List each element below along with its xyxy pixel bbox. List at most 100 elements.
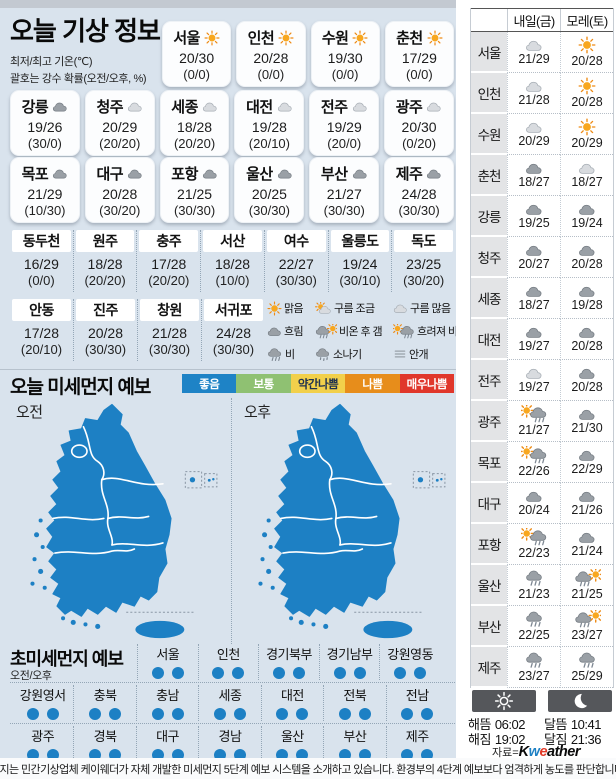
rain-probability: (30/10) <box>339 273 381 288</box>
cloud-dark-icon <box>525 489 543 503</box>
ultrafine-region: 경기북부 <box>258 644 319 680</box>
tomorrow-cell: 23/27 <box>507 647 560 688</box>
temp-range: 21/25 <box>571 587 603 601</box>
weather-cards-row-3: 목포 21/29 (10/30) 대구 20/28 (30/20) 포항 21/… <box>10 157 454 223</box>
forecast-row: 전주 19/27 20/28 <box>471 360 613 401</box>
city-name: 춘천 <box>471 155 507 196</box>
city-cell: 서산 18/28 (10/0) <box>201 230 265 292</box>
moon-bar <box>548 690 612 712</box>
weather-card: 청주 20/29 (20/20) <box>84 90 155 156</box>
city-cell: 동두천 16/29 (0/0) <box>10 230 74 292</box>
city-cell: 원주 18/28 (20/20) <box>74 230 138 292</box>
kweather-logo: Kweather <box>518 744 581 760</box>
am-pm-dots <box>137 708 198 720</box>
weather-card: 서울 20/30 (0/0) <box>162 21 232 87</box>
cloud-dark-icon <box>52 165 68 182</box>
forecast-table-header: 내일(금) 모레(토) <box>471 8 613 32</box>
sun-bar <box>472 690 536 712</box>
city-name: 충주 <box>139 230 199 252</box>
footer-note: 본지는 민간기상업체 케이웨더가 자체 개발한 미세먼지 5단계 예보 시스템을… <box>0 758 616 779</box>
temp-range: 20/28 <box>571 54 603 68</box>
city-name: 청주 <box>471 237 507 278</box>
temp-range: 24/28 <box>215 325 252 341</box>
ultrafine-subtitle: 오전/오후 <box>10 670 52 682</box>
city-cell: 독도 23/25 (30/20) <box>392 230 455 292</box>
sunset-time: 해짐 19:02 <box>468 732 525 747</box>
temp-range: 21/23 <box>518 587 550 601</box>
dust-dot <box>46 708 59 720</box>
sun-icon <box>494 691 514 711</box>
city-name: 울산 <box>246 166 273 183</box>
ultrafine-region: 전북 <box>323 685 385 721</box>
tomorrow-cell: 22/23 <box>507 524 560 565</box>
legend-label: 구름 조금 <box>334 303 375 315</box>
forecast-row: 대전 19/27 20/28 <box>471 319 613 360</box>
temp-range: 20/28 <box>571 95 603 109</box>
rain-probability: (20/10) <box>20 342 63 357</box>
rain-probability: (30/30) <box>148 342 191 357</box>
tomorrow-cell: 19/27 <box>507 360 560 401</box>
legend-label: 구름 많음 <box>410 303 451 315</box>
cloud-light-icon <box>127 98 143 115</box>
weather-card: 수원 19/30 (0/0) <box>310 21 380 87</box>
temp-range: 20/28 <box>102 186 138 202</box>
dotted-divider <box>10 682 455 683</box>
region-name: 인천 <box>216 647 240 662</box>
cloud-dark-icon <box>127 165 143 182</box>
rain-then-sun-icon <box>574 610 601 628</box>
temp-range: 22/23 <box>518 546 550 560</box>
weather-icon-legend: 맑음 구름 조금 구름 많음 흐림 비온 후 갬 흐려져 비 비 소나기 안개 <box>267 300 458 362</box>
tomorrow-cell: 21/27 <box>507 401 560 442</box>
city-name: 광주 <box>395 99 423 116</box>
tomorrow-cell: 22/25 <box>507 606 560 647</box>
korea-map-am <box>6 398 222 643</box>
temp-range: 22/29 <box>571 462 603 477</box>
tomorrow-column-header: 내일(금) <box>507 9 560 31</box>
city-name: 창원 <box>140 299 199 321</box>
city-name: 목포 <box>471 442 507 483</box>
dust-dot <box>272 667 285 679</box>
dust-dot <box>109 708 122 720</box>
day-after-cell: 21/26 <box>560 483 613 524</box>
temp-range: 21/30 <box>571 421 603 436</box>
city-name: 세종 <box>471 278 507 319</box>
temp-range: 18/28 <box>214 256 251 272</box>
dust-dot <box>338 708 351 720</box>
rain-probability: (30/30) <box>323 203 365 218</box>
city-name: 서귀포 <box>204 299 263 321</box>
dust-dot <box>296 708 309 720</box>
rain-probability: (20/20) <box>148 273 190 288</box>
day-after-cell: 21/30 <box>560 401 613 442</box>
tomorrow-cell: 21/28 <box>507 73 560 114</box>
temp-range: 19/24 <box>342 256 378 272</box>
day-after-cell: 20/28 <box>560 237 613 278</box>
region-name: 대전 <box>280 688 304 703</box>
dust-section-title: 오늘 미세먼지 예보 <box>10 377 151 398</box>
rain-icon <box>525 610 544 628</box>
rain-probability: (30/20) <box>403 273 445 288</box>
legend-label: 비 <box>285 349 295 361</box>
temp-range: 18/27 <box>518 175 550 190</box>
am-pm-dots <box>138 667 198 679</box>
city-table-row-1: 동두천 16/29 (0/0) 원주 18/28 (20/20) 충주 17/2… <box>10 230 455 292</box>
temp-range: 20/27 <box>518 257 550 272</box>
ultrafine-row-1: 서울 인천 경기북부 경기남부 강원영동 <box>137 644 440 680</box>
day-after-cell: 19/24 <box>560 196 613 237</box>
header-spacer <box>471 9 507 31</box>
temp-range: 21/24 <box>571 544 603 559</box>
region-name: 충북 <box>93 688 117 703</box>
region-name: 서울 <box>156 647 180 662</box>
tomorrow-cell: 20/24 <box>507 483 560 524</box>
legend-item: 비온 후 갬 <box>315 323 391 339</box>
weather-card: 대전 19/28 (20/10) <box>234 90 305 156</box>
forecast-row: 부산 22/25 23/27 <box>471 606 613 647</box>
legend-item: 비 <box>267 346 313 362</box>
tomorrow-cell: 20/29 <box>507 114 560 155</box>
ultrafine-row-3: 광주 경북 대구 경남 울산 부산 제주 <box>12 726 448 762</box>
today-weather-section-header: 오늘 기상 정보 최저/최고 기온(℃) 괄호는 강수 확률(오전/오후, %) <box>10 17 161 87</box>
rain-probability: (10/30) <box>24 203 66 218</box>
moonset-time: 달짐 21:36 <box>544 732 601 747</box>
ultrafine-region: 대전 <box>260 685 323 721</box>
city-name: 울산 <box>471 565 507 606</box>
